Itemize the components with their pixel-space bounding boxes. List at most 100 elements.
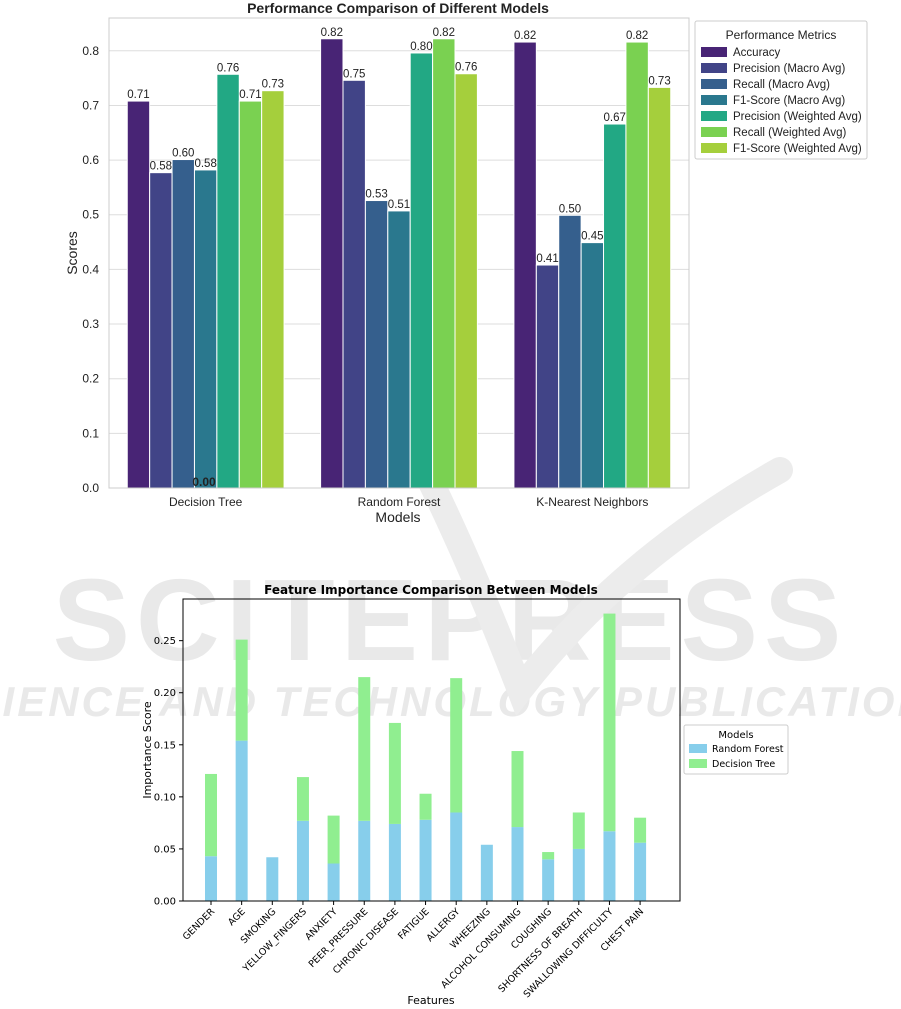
bar bbox=[342, 79, 366, 489]
bar-segment bbox=[603, 613, 616, 832]
bar-segment bbox=[327, 863, 340, 901]
x-tick-label: AGE bbox=[226, 906, 248, 928]
bar-segment bbox=[634, 842, 647, 901]
x-tick-label: K-Nearest Neighbors bbox=[536, 495, 648, 509]
legend-title: Performance Metrics bbox=[726, 28, 837, 42]
legend-label: Recall (Weighted Avg) bbox=[733, 127, 847, 139]
data-labels: 0.710.580.600.580.760.710.730.820.750.53… bbox=[127, 27, 670, 265]
bar-segment bbox=[358, 820, 371, 901]
legend-label: F1-Score (Macro Avg) bbox=[733, 95, 845, 107]
bar bbox=[625, 41, 649, 489]
legend-frame bbox=[683, 724, 789, 775]
data-label: 0.51 bbox=[388, 199, 410, 211]
chart-title: Performance Comparison of Different Mode… bbox=[247, 0, 549, 16]
y-tick-label: 0.2 bbox=[82, 372, 99, 386]
feature-importance-chart: 0.000.050.100.150.200.25 GENDER AGESMOKIN… bbox=[141, 583, 789, 1007]
bar bbox=[409, 52, 434, 489]
x-tick-label: Decision Tree bbox=[169, 495, 243, 509]
bar-segment bbox=[388, 823, 401, 901]
bar bbox=[580, 242, 605, 489]
legend-label: F1-Score (Weighted Avg) bbox=[733, 143, 862, 155]
watermark-swoosh bbox=[407, 447, 793, 717]
legend-swatch bbox=[701, 127, 727, 137]
y-tick-labels: 0.0 0.1 0.2 0.3 0.4 0.5 0.6 0.7 0.8 bbox=[82, 44, 99, 495]
y-tick-label: 0.3 bbox=[82, 317, 99, 331]
zero-annotation: 0.00 bbox=[192, 475, 216, 489]
y-tick-label: 0.00 bbox=[154, 897, 176, 908]
legend-label: Recall (Macro Avg) bbox=[733, 79, 830, 91]
bar bbox=[558, 214, 582, 489]
data-label: 0.76 bbox=[455, 62, 477, 74]
legend-title: Models bbox=[718, 730, 753, 741]
legend-swatch bbox=[701, 111, 727, 121]
bar-segment bbox=[480, 844, 493, 901]
data-label: 0.80 bbox=[410, 41, 432, 53]
y-tick-label: 0.4 bbox=[82, 262, 99, 276]
data-label: 0.41 bbox=[536, 253, 558, 265]
bar-segment bbox=[572, 848, 585, 901]
y-tick-label: 0.6 bbox=[82, 153, 99, 167]
legend-swatch bbox=[689, 759, 707, 768]
legend-swatch bbox=[701, 79, 727, 89]
legend-swatch bbox=[689, 744, 707, 753]
bar-segment bbox=[572, 812, 585, 849]
y-axis-label: Importance Score bbox=[141, 701, 154, 799]
bar bbox=[603, 123, 627, 489]
data-label: 0.82 bbox=[321, 27, 343, 39]
bar-segment bbox=[205, 856, 217, 901]
bar bbox=[261, 90, 285, 489]
data-label: 0.58 bbox=[150, 161, 172, 173]
bar bbox=[647, 86, 672, 489]
data-label: 0.53 bbox=[365, 189, 387, 201]
bar-segment bbox=[511, 751, 524, 828]
stacked-bar-group bbox=[205, 613, 647, 901]
data-label: 0.73 bbox=[262, 79, 284, 91]
legend-entries: Accuracy Precision (Macro Avg) Recall (Mac… bbox=[701, 47, 862, 155]
bar bbox=[238, 100, 263, 489]
bar-segment bbox=[266, 857, 279, 901]
x-tick-label: Random Forest bbox=[358, 495, 441, 509]
bar-segment bbox=[542, 852, 555, 860]
legend-swatch bbox=[701, 143, 727, 153]
bar bbox=[535, 264, 560, 489]
bar bbox=[216, 73, 240, 489]
legend-label: Precision (Weighted Avg) bbox=[733, 111, 862, 123]
bar-segment bbox=[603, 831, 616, 901]
legend: Models Random Forest Decision Tree bbox=[683, 724, 789, 775]
y-tick-label: 0.0 bbox=[82, 481, 99, 495]
legend-swatch bbox=[701, 95, 727, 105]
bar-segment bbox=[235, 639, 248, 741]
bar-segment bbox=[296, 820, 309, 901]
data-label: 0.58 bbox=[194, 158, 216, 170]
data-label: 0.71 bbox=[239, 89, 261, 101]
bar bbox=[193, 169, 218, 489]
legend-swatch bbox=[701, 63, 727, 73]
y-tick-label: 0.7 bbox=[82, 98, 99, 112]
bar bbox=[171, 159, 195, 489]
bar-segment bbox=[634, 817, 647, 843]
bar-segment bbox=[205, 773, 217, 857]
bar bbox=[149, 172, 173, 489]
x-ticks: GENDER AGESMOKINGYELLOW_FINGERSANXIETYPEE… bbox=[181, 901, 646, 1000]
bar bbox=[364, 200, 389, 489]
legend-label: Precision (Macro Avg) bbox=[733, 63, 845, 75]
y-tick-label: 0.25 bbox=[154, 636, 176, 647]
data-label: 0.82 bbox=[433, 27, 455, 39]
y-tick-label: 0.5 bbox=[82, 208, 99, 222]
legend-label: Random Forest bbox=[712, 744, 784, 755]
bar bbox=[126, 100, 151, 489]
y-tick-label: 0.8 bbox=[82, 44, 99, 58]
chart-title: Feature Importance Comparison Between Mo… bbox=[264, 583, 598, 597]
data-label: 0.45 bbox=[581, 231, 603, 243]
legend-frame bbox=[694, 20, 868, 160]
legend-label: Accuracy bbox=[733, 47, 781, 59]
y-tick-label: 0.10 bbox=[154, 792, 176, 803]
x-tick-labels: Decision Tree Random Forest K-Nearest Neig… bbox=[169, 495, 648, 509]
data-label: 0.75 bbox=[343, 68, 365, 80]
data-label: 0.82 bbox=[626, 30, 648, 42]
legend-label: Decision Tree bbox=[712, 759, 775, 770]
plot-frame bbox=[108, 17, 690, 489]
bar bbox=[454, 73, 478, 489]
bar-segment bbox=[388, 722, 401, 824]
x-axis-label: Features bbox=[407, 994, 455, 1007]
